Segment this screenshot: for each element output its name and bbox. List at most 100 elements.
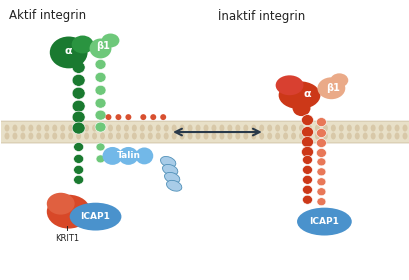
Ellipse shape: [140, 114, 146, 120]
Ellipse shape: [166, 180, 181, 191]
Ellipse shape: [346, 132, 351, 139]
Ellipse shape: [338, 132, 343, 139]
Ellipse shape: [60, 125, 65, 132]
Ellipse shape: [95, 59, 106, 69]
Ellipse shape: [44, 132, 49, 139]
Ellipse shape: [95, 85, 106, 95]
Ellipse shape: [162, 164, 178, 175]
Ellipse shape: [354, 125, 359, 132]
Ellipse shape: [219, 125, 224, 132]
Ellipse shape: [96, 155, 105, 163]
Ellipse shape: [316, 158, 325, 166]
Ellipse shape: [108, 132, 113, 139]
Ellipse shape: [36, 125, 41, 132]
Ellipse shape: [243, 132, 248, 139]
Text: KRIT1: KRIT1: [54, 234, 79, 242]
Ellipse shape: [316, 148, 326, 157]
Ellipse shape: [338, 125, 343, 132]
Ellipse shape: [203, 125, 208, 132]
Ellipse shape: [139, 125, 144, 132]
Ellipse shape: [402, 132, 407, 139]
Ellipse shape: [100, 132, 105, 139]
Ellipse shape: [132, 132, 137, 139]
Ellipse shape: [4, 125, 9, 132]
Ellipse shape: [139, 132, 144, 139]
Ellipse shape: [95, 110, 106, 120]
Ellipse shape: [74, 143, 83, 151]
Ellipse shape: [70, 203, 121, 230]
Ellipse shape: [160, 157, 175, 167]
Ellipse shape: [316, 139, 326, 148]
Ellipse shape: [330, 73, 347, 87]
Ellipse shape: [74, 155, 83, 164]
Ellipse shape: [179, 125, 184, 132]
Ellipse shape: [163, 125, 168, 132]
Ellipse shape: [290, 132, 295, 139]
Ellipse shape: [258, 125, 263, 132]
Ellipse shape: [378, 132, 383, 139]
Ellipse shape: [211, 132, 216, 139]
Ellipse shape: [20, 132, 25, 139]
Ellipse shape: [219, 132, 224, 139]
Ellipse shape: [275, 75, 303, 95]
Ellipse shape: [95, 72, 106, 82]
Ellipse shape: [52, 132, 57, 139]
Ellipse shape: [84, 132, 89, 139]
Ellipse shape: [296, 208, 351, 235]
Ellipse shape: [267, 125, 272, 132]
Ellipse shape: [227, 132, 232, 139]
Ellipse shape: [362, 125, 367, 132]
Ellipse shape: [298, 132, 303, 139]
Ellipse shape: [243, 125, 248, 132]
Ellipse shape: [74, 165, 83, 174]
Ellipse shape: [278, 81, 320, 109]
Ellipse shape: [322, 125, 327, 132]
Ellipse shape: [132, 125, 137, 132]
Ellipse shape: [171, 132, 176, 139]
Ellipse shape: [393, 125, 398, 132]
Ellipse shape: [47, 195, 90, 228]
Ellipse shape: [301, 137, 313, 148]
Ellipse shape: [44, 125, 49, 132]
Ellipse shape: [164, 172, 180, 183]
Ellipse shape: [298, 125, 303, 132]
Ellipse shape: [147, 125, 153, 132]
Ellipse shape: [211, 125, 216, 132]
Ellipse shape: [36, 132, 41, 139]
Ellipse shape: [316, 129, 326, 137]
Ellipse shape: [92, 125, 97, 132]
Ellipse shape: [322, 132, 327, 139]
Ellipse shape: [258, 132, 263, 139]
Ellipse shape: [96, 143, 105, 151]
Ellipse shape: [108, 125, 113, 132]
Text: β1: β1: [326, 83, 339, 93]
Ellipse shape: [187, 132, 192, 139]
Ellipse shape: [60, 132, 65, 139]
Ellipse shape: [155, 125, 160, 132]
Ellipse shape: [370, 125, 375, 132]
Ellipse shape: [302, 185, 312, 194]
FancyBboxPatch shape: [0, 121, 409, 143]
Ellipse shape: [72, 100, 85, 112]
Text: Aktif integrin: Aktif integrin: [9, 9, 86, 22]
Ellipse shape: [72, 74, 85, 86]
Ellipse shape: [72, 122, 85, 134]
Ellipse shape: [301, 146, 313, 157]
Ellipse shape: [95, 98, 106, 108]
Ellipse shape: [135, 148, 153, 164]
Ellipse shape: [89, 39, 111, 59]
Ellipse shape: [28, 125, 33, 132]
Ellipse shape: [74, 175, 83, 184]
Ellipse shape: [105, 114, 111, 120]
Ellipse shape: [20, 125, 25, 132]
Ellipse shape: [195, 125, 200, 132]
Ellipse shape: [330, 125, 335, 132]
Text: Talin: Talin: [116, 151, 140, 160]
Ellipse shape: [354, 132, 359, 139]
Ellipse shape: [125, 114, 131, 120]
Ellipse shape: [203, 132, 208, 139]
Ellipse shape: [290, 125, 295, 132]
Ellipse shape: [227, 125, 232, 132]
Ellipse shape: [76, 125, 81, 132]
Ellipse shape: [115, 114, 121, 120]
